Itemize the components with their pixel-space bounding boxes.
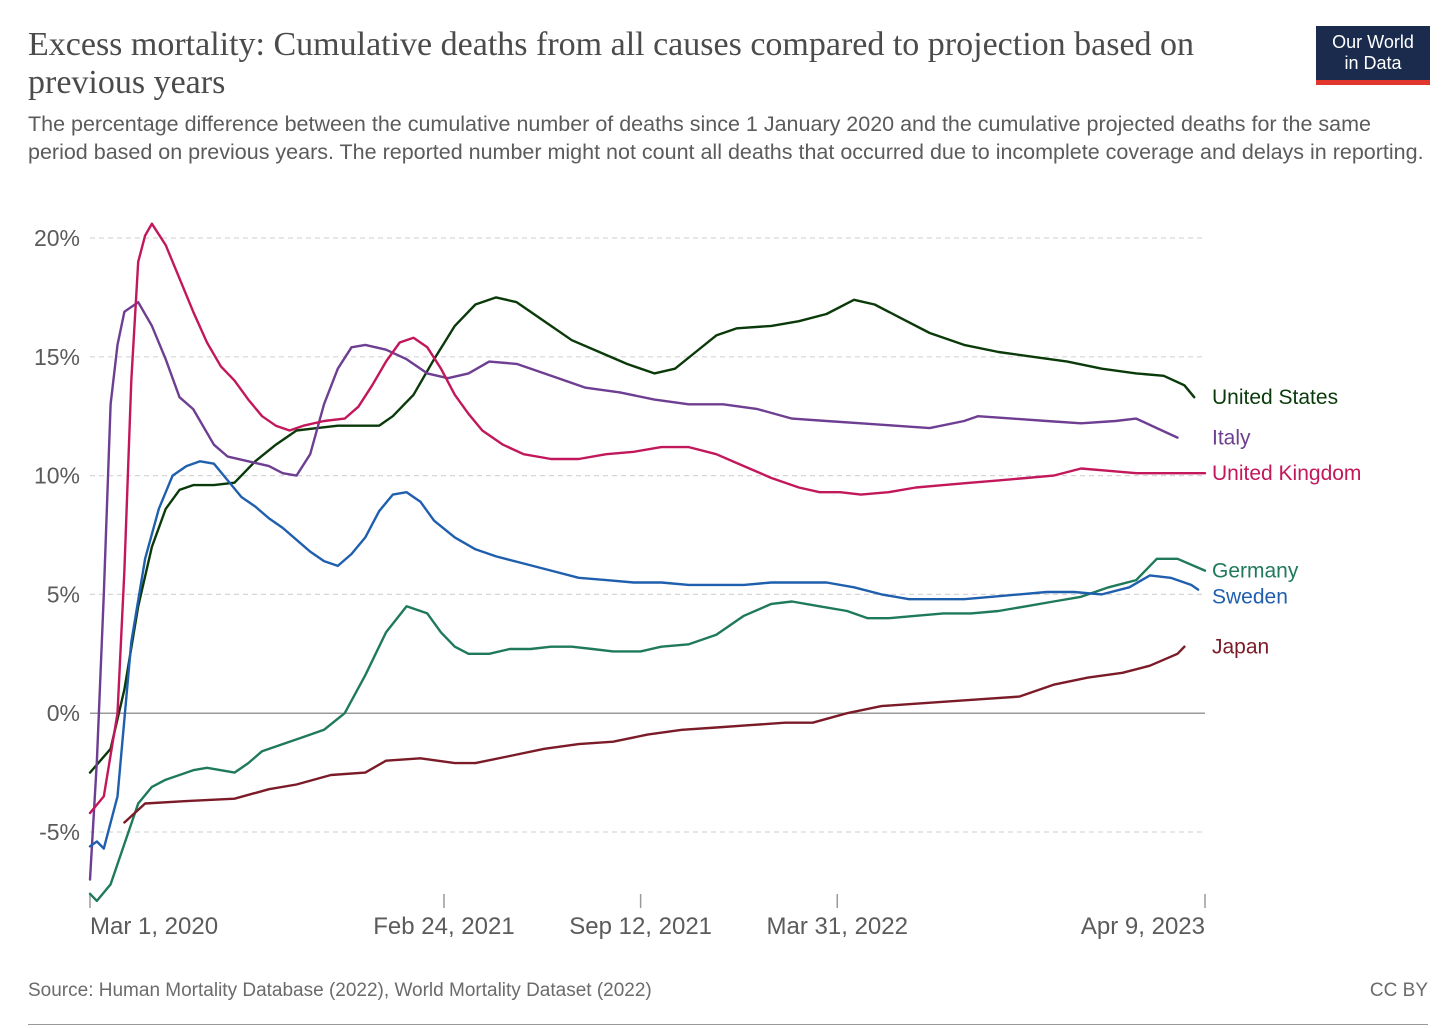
license-link[interactable]: CC BY (1369, 980, 1428, 1001)
y-tick-label: 15% (34, 344, 80, 370)
y-tick-label: 0% (47, 700, 80, 726)
footer-divider (28, 1024, 1428, 1025)
y-tick-label: 10% (34, 463, 80, 489)
chart-subtitle: The percentage difference between the cu… (28, 112, 1424, 164)
x-tick-label: Mar 1, 2020 (90, 913, 218, 940)
source-note[interactable]: Source: Human Mortality Database (2022),… (28, 980, 652, 1001)
legend-label-united-kingdom: United Kingdom (1212, 462, 1361, 485)
legend-label-japan: Japan (1212, 636, 1269, 659)
owid-logo[interactable]: Our World in Data (1316, 26, 1430, 85)
series-line-italy (88, 301, 1179, 881)
series-line-japan (123, 645, 1186, 824)
x-tick-label: Sep 12, 2021 (569, 913, 712, 940)
logo-accent-bar (1316, 80, 1430, 85)
y-tick-label: 20% (34, 225, 80, 251)
x-tick-label: Apr 9, 2023 (1081, 913, 1205, 940)
legend-label-united-states: United States (1212, 386, 1338, 409)
logo-line-2: in Data (1344, 53, 1402, 73)
series-line-united-kingdom (88, 222, 1207, 815)
series-line-germany (88, 557, 1207, 903)
logo-line-1: Our World (1332, 32, 1414, 52)
x-tick-label: Mar 31, 2022 (767, 913, 908, 940)
legend-label-sweden: Sweden (1212, 586, 1288, 609)
chart-title: Excess mortality: Cumulative deaths from… (28, 26, 1195, 101)
legend-label-germany: Germany (1212, 560, 1299, 583)
series-line-sweden (88, 460, 1200, 850)
x-tick-label: Feb 24, 2021 (373, 913, 514, 940)
legend-label-italy: Italy (1212, 427, 1251, 450)
y-tick-label: -5% (39, 819, 80, 845)
series-line-united-states (88, 296, 1196, 774)
y-tick-label: 5% (47, 581, 80, 607)
